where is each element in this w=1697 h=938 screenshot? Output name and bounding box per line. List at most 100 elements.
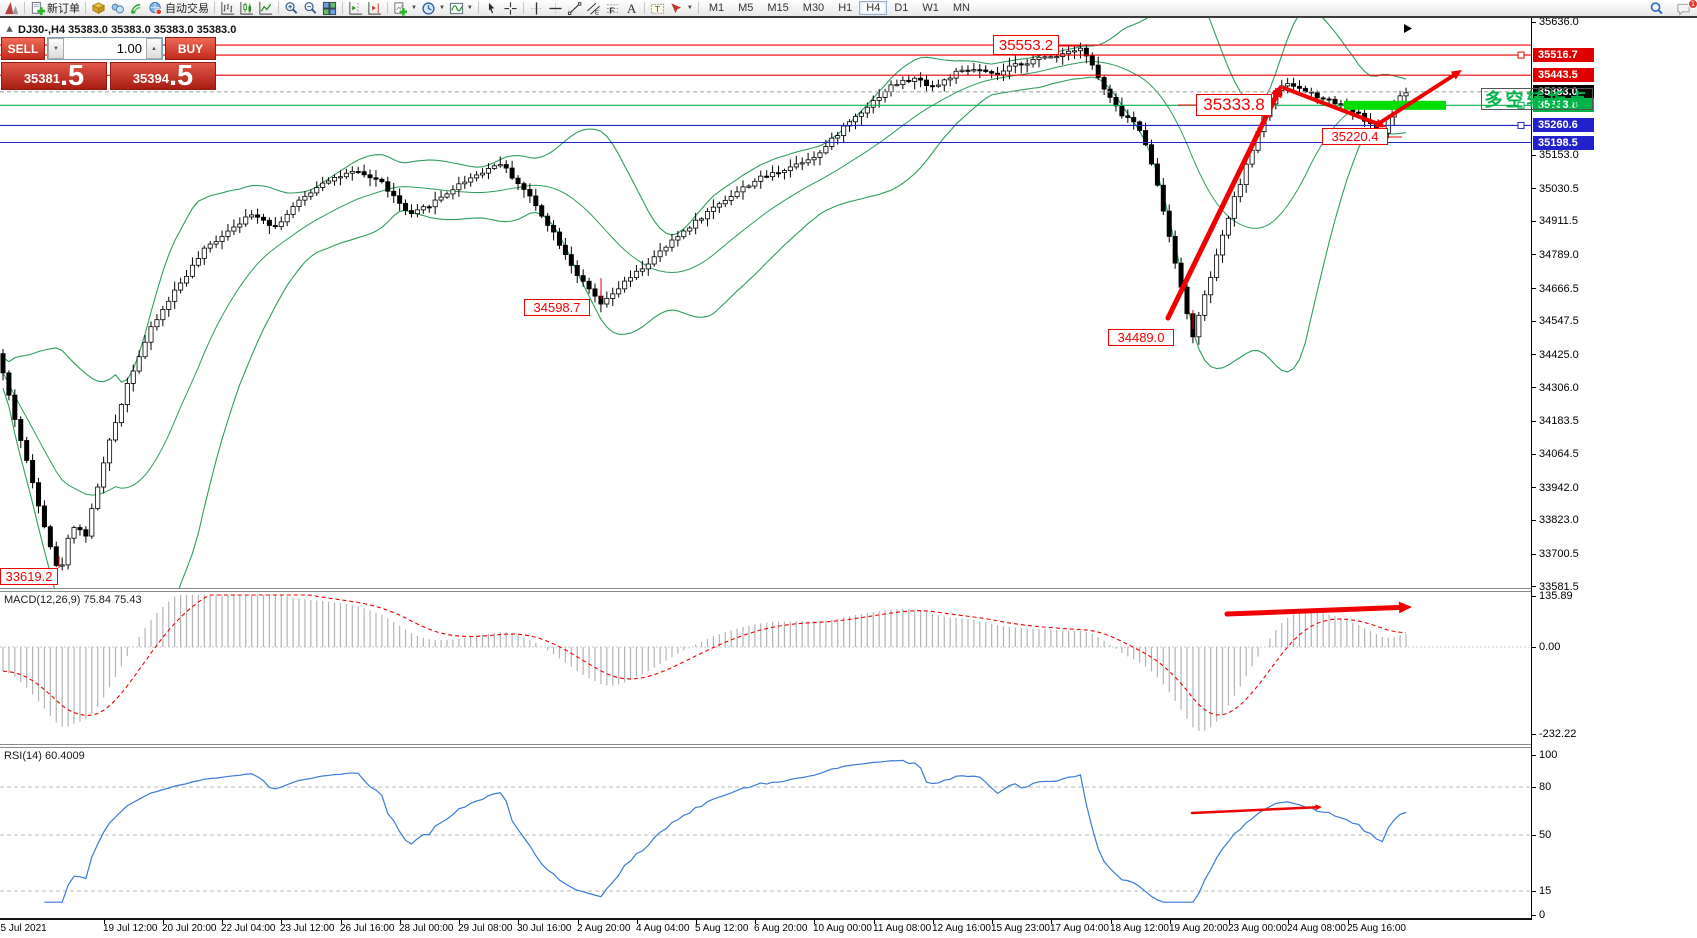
volume-input[interactable]: 1.00	[116, 41, 142, 56]
cursor-button[interactable]	[482, 1, 501, 16]
buy-button[interactable]: BUY	[165, 37, 216, 60]
time-axis-tick	[518, 920, 519, 924]
toolbar-separator	[278, 2, 279, 14]
timeframe-m15-button[interactable]: M15	[767, 2, 789, 14]
price-callout-label[interactable]: 33619.2	[0, 567, 58, 585]
price-axis-label: 35153.0	[1539, 149, 1579, 161]
time-axis-label: 30 Jul 16:00	[517, 923, 572, 934]
main-price-chart[interactable]	[0, 18, 1531, 588]
arrows-button[interactable]: ▼	[667, 1, 695, 16]
vertical-line-button[interactable]	[527, 1, 546, 16]
text-label-button[interactable]: T	[648, 1, 667, 16]
chevron-down-icon: ▼	[466, 5, 473, 11]
volume-increase-button[interactable]: ▲	[146, 38, 162, 59]
bollinger-upper-band	[2, 18, 1407, 383]
periods-icon	[422, 1, 435, 15]
bull-bear-turning-point-annotation[interactable]: 多空转折点	[1481, 88, 1593, 110]
volume-decrease-button[interactable]: ▼	[48, 38, 64, 59]
zoom-out-button[interactable]	[301, 1, 320, 16]
time-axis-label: 19 Aug 20:00	[1169, 923, 1228, 934]
time-axis-label: 24 Aug 08:00	[1287, 923, 1346, 934]
time-axis-tick	[459, 920, 460, 924]
time-axis-tick	[104, 920, 105, 924]
app-logo	[2, 1, 21, 16]
rsi-axis-label: 0	[1539, 909, 1546, 921]
search-button[interactable]	[1647, 1, 1666, 16]
pane-separator[interactable]	[0, 588, 1531, 592]
candle-chart-button[interactable]	[237, 1, 256, 16]
equidistant-channel-button[interactable]: E	[584, 1, 603, 16]
price-axis-tick	[1531, 520, 1536, 521]
crosshair-button[interactable]	[501, 1, 520, 16]
time-axis-label: 18 Aug 12:00	[1110, 923, 1169, 934]
macd-indicator-pane[interactable]	[0, 592, 1531, 744]
timeframe-h1-button[interactable]: H1	[838, 2, 853, 14]
signals-button[interactable]	[127, 1, 146, 16]
new-chart-button[interactable]: ▼	[391, 1, 419, 16]
bar-chart-icon	[221, 1, 235, 15]
price-axis-tick	[1531, 487, 1536, 488]
auto-trading-icon	[149, 1, 163, 15]
time-axis-tick	[1170, 920, 1171, 924]
chat-button[interactable]: 1	[1674, 0, 1697, 16]
timeframe-m1-button[interactable]: M1	[708, 2, 725, 14]
pullback-arrow[interactable]	[1282, 86, 1381, 127]
timeframe-m30-button[interactable]: M30	[802, 2, 825, 14]
line-anchor-marker[interactable]	[1517, 51, 1525, 59]
rsi-up-arrow[interactable]	[1190, 805, 1319, 815]
price-callout-label[interactable]: 35333.8	[1196, 94, 1272, 117]
buy-price-display[interactable]: 35394.5	[110, 62, 216, 91]
price-callout-label[interactable]: 35553.2	[993, 35, 1059, 56]
line-anchor-marker[interactable]	[1517, 121, 1525, 129]
sell-button[interactable]: SELL	[1, 37, 45, 60]
time-axis-label: 4 Aug 04:00	[636, 923, 690, 934]
new-order-button[interactable]: 新订单	[28, 1, 82, 16]
rsi-indicator-pane[interactable]	[0, 748, 1531, 918]
horizontal-line-button[interactable]	[546, 1, 565, 16]
candle-chart-icon	[240, 1, 254, 15]
tile-windows-button[interactable]	[320, 1, 339, 16]
timeframe-m5-button[interactable]: M5	[738, 2, 754, 14]
trendline-button[interactable]	[565, 1, 584, 16]
line-chart-button[interactable]	[256, 1, 275, 16]
indicators-button[interactable]: ▼	[447, 1, 475, 16]
breakout-arrow[interactable]	[1376, 72, 1457, 126]
bar-chart-button[interactable]	[218, 1, 237, 16]
zoom-in-icon	[285, 1, 298, 14]
auto-trading-button[interactable]: 自动交易	[146, 1, 211, 16]
pane-separator[interactable]	[0, 744, 1531, 748]
fibonacci-icon: F	[606, 3, 618, 15]
fibonacci-button[interactable]: F	[603, 1, 622, 16]
price-callout-label[interactable]: 34598.7	[524, 298, 590, 316]
time-axis-tick	[992, 920, 993, 924]
market-watch-button[interactable]	[89, 1, 108, 16]
svg-text:A: A	[627, 1, 637, 16]
price-axis-tick	[1531, 288, 1536, 289]
price-axis-tick	[1531, 454, 1536, 455]
chart-bottom-border	[0, 918, 1531, 920]
periods-button[interactable]: ▼	[419, 1, 447, 16]
time-axis-label: 2 Aug 20:00	[577, 923, 631, 934]
macd-up-arrow[interactable]	[1224, 604, 1405, 617]
data-window-button[interactable]	[108, 1, 127, 16]
channel-icon: E	[586, 2, 600, 16]
auto-scroll-button[interactable]	[365, 1, 384, 16]
green-highlight-bar[interactable]	[1344, 100, 1446, 110]
timeframe-h4-button[interactable]: H4	[859, 1, 888, 15]
price-axis-tick	[1531, 155, 1536, 156]
scroll-to-end-marker[interactable]	[1404, 24, 1412, 33]
price-callout-label[interactable]: 34489.0	[1108, 328, 1174, 346]
timeframe-mn-button[interactable]: MN	[952, 2, 970, 14]
time-axis-label: 25 Aug 16:00	[1347, 923, 1406, 934]
sell-price-display[interactable]: 35381.5	[1, 62, 107, 91]
price-callout-label[interactable]: 35220.4	[1322, 127, 1388, 145]
timeframe-w1-button[interactable]: W1	[922, 2, 939, 14]
line-anchor-marker[interactable]	[1517, 101, 1525, 109]
price-axis-tick	[1531, 734, 1536, 735]
zoom-in-button[interactable]	[282, 1, 301, 16]
time-axis-label: 12 Aug 16:00	[932, 923, 991, 934]
text-button[interactable]: A	[622, 1, 641, 16]
chart-shift-button[interactable]	[346, 1, 365, 16]
timeframe-d1-button[interactable]: D1	[894, 2, 909, 14]
rally-up-arrow[interactable]	[1165, 90, 1280, 321]
